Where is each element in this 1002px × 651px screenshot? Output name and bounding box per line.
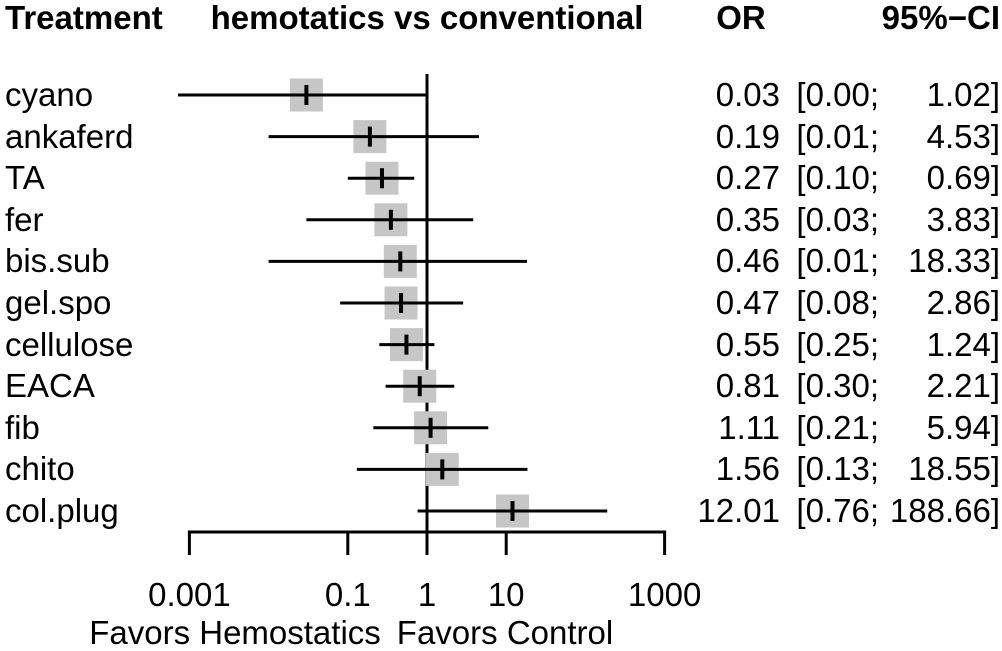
ci-upper-value: 2.86] — [926, 284, 1000, 321]
treatment-label: col.plug — [5, 492, 119, 529]
ci-lower-value: [0.00; — [796, 76, 879, 113]
treatment-label: EACA — [5, 367, 95, 405]
point-estimate-tick — [398, 251, 403, 272]
ci-lower-value: [0.10; — [796, 159, 879, 197]
treatment-label: cyano — [5, 76, 94, 113]
point-estimate-tick — [379, 168, 384, 189]
or-value: 0.03 — [715, 76, 780, 113]
ci-lower-value: [0.01; — [796, 117, 879, 155]
x-axis-tick-label: 1 — [417, 576, 437, 613]
or-value: 0.46 — [715, 242, 780, 280]
or-value: 0.35 — [715, 200, 780, 238]
ci-upper-value: 5.94] — [926, 408, 1000, 446]
favors-hemostatics-label: Favors Hemostatics — [89, 614, 381, 651]
or-value: 0.47 — [715, 284, 780, 321]
x-axis-tick-label: 0.001 — [148, 576, 231, 613]
point-estimate-tick — [510, 501, 515, 521]
point-estimate-tick — [399, 293, 404, 313]
ci-upper-value: 18.33] — [908, 242, 1000, 280]
point-estimate-tick — [367, 126, 372, 147]
point-estimate-tick — [428, 417, 433, 438]
treatment-label: chito — [5, 450, 75, 488]
x-axis-tick-label: 1000 — [627, 576, 702, 613]
ci-lower-value: [0.76; — [796, 492, 879, 529]
ci-lower-value: [0.13; — [796, 450, 879, 488]
favors-control-label: Favors Control — [396, 614, 614, 651]
ci-lower-value: [0.30; — [796, 367, 879, 405]
x-axis-tick-label: 10 — [487, 576, 525, 613]
treatment-label: TA — [5, 159, 45, 197]
ci-upper-value: 1.02] — [926, 76, 1000, 113]
or-value: 0.55 — [715, 325, 780, 363]
column-header-comparison: hemotatics vs conventional — [210, 0, 644, 36]
x-axis-tick-label: 0.1 — [324, 576, 371, 613]
ci-upper-value: 188.66] — [889, 492, 1000, 529]
ci-upper-value: 3.83] — [926, 200, 1000, 238]
treatment-label: fib — [5, 408, 40, 446]
or-value: 0.81 — [715, 367, 780, 405]
ci-lower-value: [0.08; — [796, 284, 879, 321]
treatment-label: ankaferd — [5, 117, 134, 155]
or-value: 0.27 — [715, 159, 780, 197]
treatment-label: gel.spo — [5, 284, 112, 321]
column-header-treatment: Treatment — [5, 0, 163, 36]
point-estimate-tick — [404, 334, 409, 355]
ci-upper-value: 1.24] — [926, 325, 1000, 363]
or-value: 1.11 — [718, 408, 780, 446]
ci-lower-value: [0.01; — [796, 242, 879, 280]
ci-upper-value: 18.55] — [908, 450, 1000, 488]
or-value: 12.01 — [697, 492, 780, 529]
or-value: 1.56 — [715, 450, 780, 488]
treatment-label: fer — [5, 200, 44, 238]
treatment-label: bis.sub — [5, 242, 110, 280]
ci-lower-value: [0.21; — [796, 408, 879, 446]
ci-upper-value: 2.21] — [926, 367, 1000, 405]
ci-lower-value: [0.03; — [796, 200, 879, 238]
column-header-ci: 95%−CI — [881, 0, 1000, 36]
point-estimate-tick — [304, 85, 309, 105]
or-value: 0.19 — [715, 117, 780, 155]
point-estimate-tick — [440, 459, 445, 480]
ci-lower-value: [0.25; — [796, 325, 879, 363]
point-estimate-tick — [417, 376, 422, 397]
treatment-label: cellulose — [5, 325, 134, 363]
ci-upper-value: 4.53] — [926, 117, 1000, 155]
ci-upper-value: 0.69] — [926, 159, 1000, 197]
point-estimate-tick — [388, 209, 393, 230]
column-header-or: OR — [716, 0, 766, 36]
